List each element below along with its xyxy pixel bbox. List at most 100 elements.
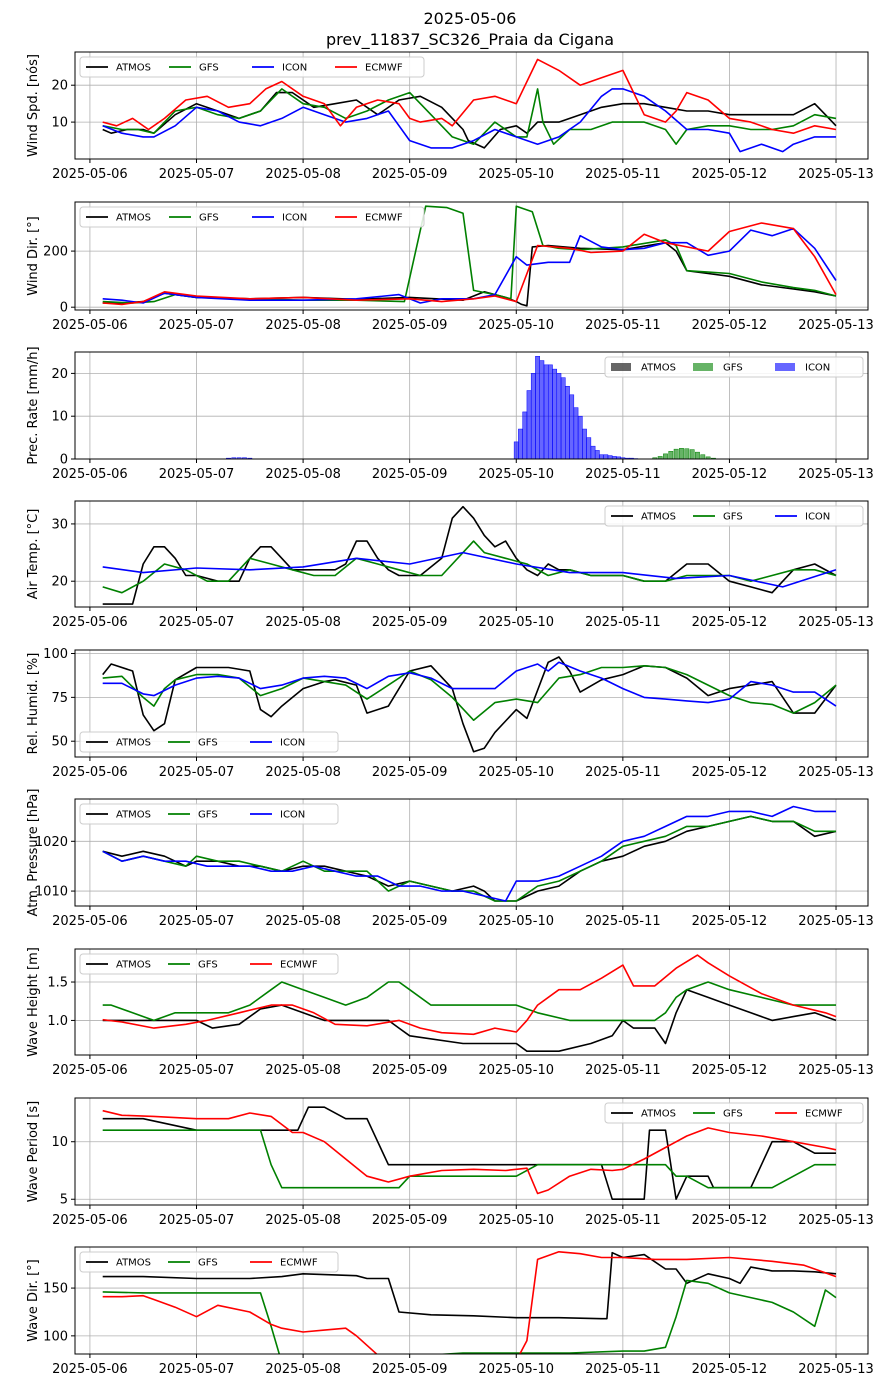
x-tick-label: 2025-05-08 [265, 1213, 341, 1228]
series-line-gfs [102, 88, 837, 145]
panel-1: 2025-05-06 2025-05-07 2025-05-08 2025-05-09… [26, 51, 874, 182]
bar-icon [242, 457, 247, 459]
y-tick-label: 50 [51, 735, 68, 750]
x-tick-label: 2025-05-06 [52, 1063, 128, 1078]
x-tick-label: 2025-05-07 [159, 914, 235, 929]
bar-icon [599, 454, 604, 459]
x-tick-label: 2025-05-07 [159, 615, 235, 630]
y-axis-label: Wind Spd. [nós] [26, 54, 41, 157]
series-line-icon [102, 551, 837, 588]
legend-box [604, 505, 864, 527]
x-tick-label: 2025-05-11 [585, 1213, 661, 1228]
x-tick-label: 2025-05-07 [159, 1362, 235, 1377]
x-tick-label: 2025-05-10 [478, 167, 554, 182]
axes-frame [74, 201, 869, 311]
x-tick-label: 2025-05-13 [798, 765, 874, 780]
legend-box [79, 731, 339, 753]
y-axis-label: Prec. Rate [mm/h] [26, 346, 41, 464]
y-tick-label: 1.0 [47, 1014, 68, 1029]
y-tick-label: 20 [51, 79, 68, 94]
x-tick-label: 2025-05-06 [52, 1362, 128, 1377]
series-line-atmos [102, 815, 837, 902]
x-tick-label: 2025-05-13 [798, 467, 874, 482]
legend: ATMOS GFS ECMWF [79, 1251, 339, 1273]
series-line-gfs [102, 664, 837, 722]
x-tick-label: 2025-05-11 [585, 467, 661, 482]
y-axis-label: Wind Dir. [°] [26, 216, 41, 296]
x-tick-label: 2025-05-10 [478, 1063, 554, 1078]
legend-label-atmos: ATMOS [116, 213, 151, 224]
panel-4: 2025-05-06 2025-05-07 2025-05-08 2025-05-09… [26, 500, 874, 630]
bar-icon [518, 428, 523, 459]
series-line-ecmwf [102, 1109, 837, 1195]
x-tick-label: 2025-05-10 [478, 467, 554, 482]
x-tick-label: 2025-05-13 [798, 1362, 874, 1377]
bar-icon [526, 390, 532, 459]
x-tick-label: 2025-05-08 [265, 765, 341, 780]
x-tick-label: 2025-05-09 [372, 1213, 448, 1228]
legend-label-gfs: GFS [198, 1258, 218, 1269]
y-tick-label: 20 [51, 367, 68, 382]
bar-icon [547, 364, 553, 459]
bar-icon [586, 437, 592, 459]
legend-label-atmos: ATMOS [641, 1109, 676, 1120]
y-tick-label: 10 [51, 410, 68, 425]
x-tick-label: 2025-05-06 [52, 167, 128, 182]
x-tick-label: 2025-05-11 [585, 1362, 661, 1377]
legend-box [604, 1102, 864, 1124]
x-tick-label: 2025-05-07 [159, 167, 235, 182]
figure-title-date: 2025-05-06 [424, 9, 517, 28]
x-tick-label: 2025-05-09 [372, 615, 448, 630]
x-tick-label: 2025-05-11 [585, 167, 661, 182]
legend-label-icon: ICON [282, 63, 307, 74]
legend-label-icon: ICON [805, 512, 830, 523]
bar-icon [603, 454, 609, 459]
bar-icon [573, 407, 579, 459]
x-tick-label: 2025-05-10 [478, 1213, 554, 1228]
bar-gfs [700, 454, 706, 459]
bar-gfs [663, 453, 668, 459]
bar-gfs [695, 451, 700, 459]
series-line-gfs [102, 540, 837, 594]
x-tick-label: 2025-05-12 [692, 615, 768, 630]
series-line-icon [102, 227, 837, 304]
panel-5: 2025-05-06 2025-05-07 2025-05-08 2025-05-09… [26, 647, 874, 780]
legend-label-gfs: GFS [198, 810, 218, 821]
bar-icon [594, 450, 600, 459]
x-tick-label: 2025-05-12 [692, 1213, 768, 1228]
bar-icon [556, 373, 562, 459]
series-line-gfs [102, 1279, 837, 1354]
x-tick-label: 2025-05-11 [585, 914, 661, 929]
x-tick-label: 2025-05-10 [478, 1362, 554, 1377]
panel-2: 2025-05-06 2025-05-07 2025-05-08 2025-05-09… [26, 201, 874, 333]
x-tick-label: 2025-05-10 [478, 318, 554, 333]
bar-icon [543, 364, 549, 459]
y-tick-label: 1.5 [47, 976, 68, 991]
panel-3: 2025-05-06 2025-05-07 2025-05-08 2025-05-09… [26, 346, 874, 482]
bar-icon [560, 377, 566, 459]
plot-area [102, 805, 837, 902]
x-tick-label: 2025-05-06 [52, 765, 128, 780]
legend-swatch-gfs [693, 363, 713, 371]
y-axis-label: Wave Height [m] [26, 947, 41, 1057]
x-tick-label: 2025-05-13 [798, 615, 874, 630]
bar-icon [513, 441, 519, 459]
x-tick-label: 2025-05-13 [798, 914, 874, 929]
series-line-icon [102, 805, 836, 902]
series-line-icon [102, 88, 836, 153]
bar-gfs [652, 457, 658, 459]
x-tick-label: 2025-05-07 [159, 467, 235, 482]
bar-icon [535, 356, 540, 459]
y-tick-label: 75 [51, 691, 68, 706]
series-line-atmos [102, 656, 837, 753]
x-tick-label: 2025-05-12 [692, 1063, 768, 1078]
series-line-gfs [102, 1129, 836, 1189]
x-tick-label: 2025-05-09 [372, 167, 448, 182]
bar-icon [569, 394, 575, 459]
legend: ATMOS GFS ICON [604, 505, 864, 527]
series-line-ecmwf [102, 954, 837, 1036]
axes-frame [74, 1097, 869, 1206]
legend-swatch-icon [775, 363, 795, 371]
plot-area [102, 954, 837, 1052]
